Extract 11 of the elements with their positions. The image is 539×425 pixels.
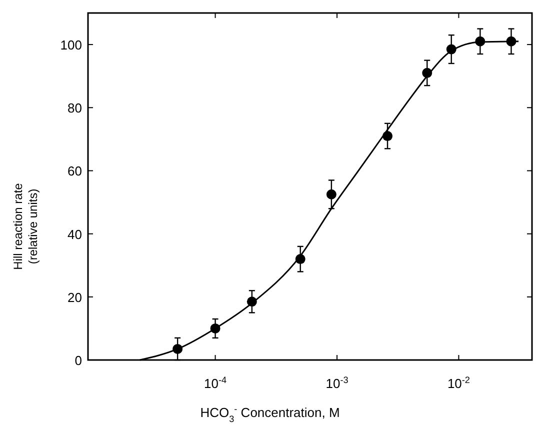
- x-tick-label: 10$^{-3}$: [326, 375, 348, 391]
- y-tick-label: 60: [68, 164, 82, 179]
- x-tick-label: 10$^{-4}$: [204, 375, 227, 391]
- x-axis-title: HCO$_{3}$$^{-}$ Concentration, M: [200, 404, 340, 424]
- y-tick-label: 40: [68, 226, 82, 242]
- y-tick-label: 100: [60, 38, 82, 53]
- y-axis-title: Hill reaction rate (relative units): [11, 182, 40, 270]
- y-tick-label: 80: [68, 100, 82, 116]
- y-tick-label: 0: [74, 353, 82, 368]
- x-tick-label: 10$^{-2}$: [447, 375, 470, 391]
- y-tick-label: 20: [68, 290, 82, 305]
